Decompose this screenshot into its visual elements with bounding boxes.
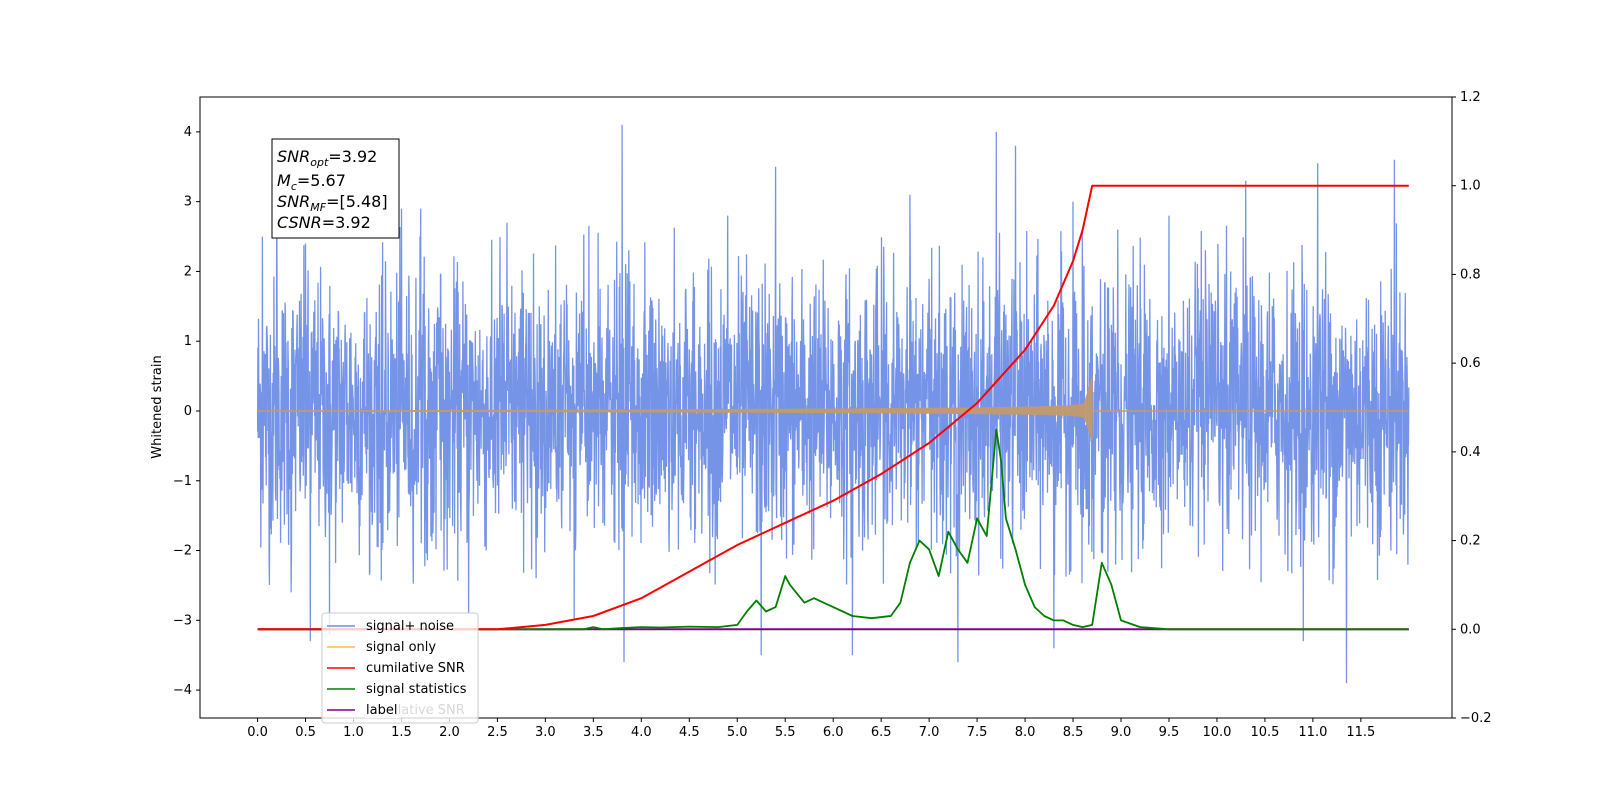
x-tick-label: 3.5	[583, 725, 604, 740]
y-left-tick-label: 3	[184, 195, 192, 210]
x-tick-label: 11.0	[1298, 725, 1327, 740]
y-right-tick-label: 0.8	[1460, 267, 1481, 282]
y-right-tick-label: 1.0	[1460, 179, 1481, 194]
legend: signal+ noise signal only cumilative SNR…	[321, 612, 479, 724]
annotation-frame	[271, 138, 400, 239]
y-axis-label: Whitened strain	[150, 355, 165, 458]
y-axis-right: 1.2 1.0 0.8 0.6 0.4 0.2 0.0 −0.2	[1452, 90, 1492, 726]
x-tick-label: 9.0	[1111, 725, 1132, 740]
x-axis: 0.0 0.5 1.0 1.5 2.0 2.5 3.0 3.5 4.0 4.5 5.0 5.5 6.0 6…	[247, 718, 1375, 740]
y-left-tick-label: −2	[173, 544, 192, 559]
y-left-tick-label: −1	[173, 474, 192, 489]
signal-statistics-line	[257, 428, 1409, 631]
legend-label-cumulative-snr: cumilative SNR	[366, 661, 465, 676]
x-tick-label: 7.5	[967, 725, 988, 740]
y-right-tick-label: 0.0	[1460, 622, 1481, 637]
x-tick-label: 0.5	[295, 725, 316, 740]
y-left-tick-label: −3	[173, 613, 192, 628]
annotation-csnr: CSNR=3.92	[277, 213, 371, 232]
x-tick-label: 10.0	[1202, 725, 1231, 740]
x-tick-label: 5.5	[775, 725, 796, 740]
y-left-tick-label: 0	[184, 404, 192, 419]
cumulative-snr-series	[257, 184, 1409, 631]
legend-label-signal-only: signal only	[366, 640, 436, 655]
x-tick-label: 2.5	[487, 725, 508, 740]
x-tick-label: 10.5	[1250, 725, 1279, 740]
legend-occluder	[365, 701, 399, 718]
signal-noise-line	[256, 124, 1410, 684]
legend-label-signal-noise: signal+ noise	[366, 619, 454, 634]
legend-label-signal-statistics: signal statistics	[366, 682, 467, 697]
y-right-tick-label: 0.4	[1460, 445, 1481, 460]
y-right-tick-label: 1.2	[1460, 90, 1481, 105]
x-tick-label: 3.0	[535, 725, 556, 740]
x-tick-label: 6.5	[871, 725, 892, 740]
x-tick-label: 9.5	[1159, 725, 1180, 740]
y-left-tick-label: 2	[184, 264, 192, 279]
x-tick-label: 11.5	[1346, 725, 1375, 740]
x-tick-label: 8.5	[1063, 725, 1084, 740]
y-right-tick-label: −0.2	[1460, 711, 1492, 726]
signal-noise-series	[256, 124, 1410, 684]
x-tick-label: 8.0	[1015, 725, 1036, 740]
signal-statistics-series	[257, 428, 1409, 631]
x-tick-label: 2.0	[439, 725, 460, 740]
x-tick-label: 7.0	[919, 725, 940, 740]
y-left-tick-label: 4	[184, 125, 192, 140]
annotation-snr-mf: SNRMF=[5.48]	[277, 192, 388, 214]
y-left-tick-label: −4	[173, 683, 192, 698]
y-right-tick-label: 0.6	[1460, 356, 1481, 371]
x-tick-label: 6.0	[823, 725, 844, 740]
x-tick-label: 4.5	[679, 725, 700, 740]
x-tick-label: 5.0	[727, 725, 748, 740]
axes-frame	[199, 96, 1453, 719]
x-tick-label: 1.0	[343, 725, 364, 740]
y-right-tick-label: 0.2	[1460, 534, 1481, 549]
y-left-tick-label: 1	[184, 334, 192, 349]
annotation-chirp-mass: Mc=5.67	[277, 171, 346, 193]
x-tick-label: 1.5	[391, 725, 412, 740]
signal-only-series	[257, 376, 1409, 441]
cumulative-snr-line	[257, 184, 1409, 631]
annotation-box: SNRopt=3.92 Mc=5.67 SNRMF=[5.48] CSNR=3.…	[271, 138, 400, 239]
x-tick-label: 0.0	[247, 725, 268, 740]
legend-label-label: label	[366, 703, 397, 718]
signal-only-chirp	[257, 376, 1093, 441]
y-axis-left: 4 3 2 1 0 −1 −2 −3 −4	[173, 125, 200, 698]
annotation-snr-opt: SNRopt=3.92	[277, 147, 377, 169]
legend-frame	[321, 612, 479, 724]
x-tick-label: 4.0	[631, 725, 652, 740]
